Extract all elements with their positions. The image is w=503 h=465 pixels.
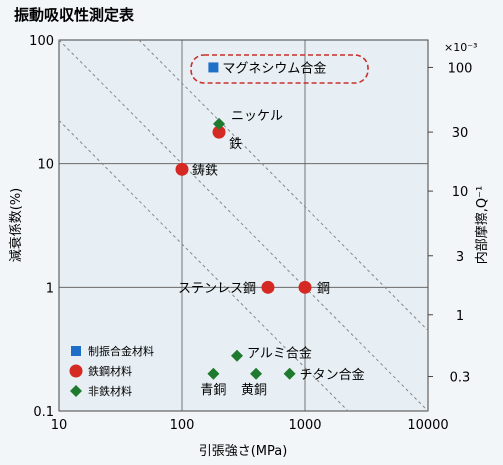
point-label: チタン合金 xyxy=(300,367,365,383)
data-point xyxy=(231,349,244,362)
y2-tick-label: 30 xyxy=(452,126,469,141)
legend-marker xyxy=(70,385,82,397)
x-tick-label: 1000 xyxy=(288,418,321,433)
point-label: 黄銅 xyxy=(241,383,267,398)
data-point xyxy=(175,162,189,176)
data-point xyxy=(283,367,296,380)
diagonal-line xyxy=(138,39,429,331)
x-tick-label: 10 xyxy=(51,418,68,433)
y-tick-label: 100 xyxy=(29,34,54,49)
x-ticks: 10 100 1000 10000 xyxy=(51,418,449,433)
chart-title: 振動吸収性測定表 xyxy=(14,6,135,24)
y2-tick-label: 1 xyxy=(456,309,464,324)
legend-marker xyxy=(71,346,81,356)
y2-unit-note: ×10⁻³ xyxy=(444,41,477,54)
y2-axis-label: 内部摩擦,Q⁻¹ xyxy=(474,186,490,264)
legend-label: 鉄鋼材料 xyxy=(88,364,132,378)
data-point xyxy=(213,117,226,130)
point-label: 鉄 xyxy=(229,137,242,152)
y2-tick-label: 3 xyxy=(456,250,464,265)
legend-marker xyxy=(69,364,83,378)
point-label: アルミ合金 xyxy=(247,346,312,362)
point-label: 鋳鉄 xyxy=(192,162,218,178)
data-point xyxy=(207,367,220,380)
point-label: 鋼 xyxy=(317,281,330,296)
point-label: マグネシウム合金 xyxy=(222,60,326,76)
highlight-box xyxy=(190,54,369,84)
plot-area xyxy=(58,39,429,412)
point-label: ニッケル xyxy=(231,109,283,124)
x-tick-label: 100 xyxy=(170,418,195,433)
x-tick-label: 10000 xyxy=(407,418,448,433)
point-label: 青銅 xyxy=(200,383,226,398)
data-point xyxy=(250,367,263,380)
diagonal-line xyxy=(58,120,349,412)
y-tick-label: 1 xyxy=(46,281,54,296)
y-tick-label: 10 xyxy=(37,158,54,173)
point-label: ステンレス鋼 xyxy=(178,281,256,296)
y-ticks: 0.1 1 10 100 xyxy=(29,34,54,420)
diagonal-lines xyxy=(58,39,429,412)
legend-label: 非鉄材料 xyxy=(88,384,132,398)
y-tick-label: 0.1 xyxy=(33,405,54,420)
y2-tick-label: 0.3 xyxy=(450,371,471,386)
y2-ticks: 100 30 10 3 1 0.3 xyxy=(428,61,473,386)
y2-tick-label: 100 xyxy=(448,61,473,76)
x-axis-label: 引張強さ(MPa) xyxy=(199,444,288,459)
data-point xyxy=(261,280,275,294)
legend-label: 制振合金材料 xyxy=(88,344,154,358)
data-point xyxy=(208,62,219,73)
grid xyxy=(59,40,428,411)
y2-tick-label: 10 xyxy=(452,185,469,200)
data-point xyxy=(298,280,312,294)
data-point xyxy=(212,125,226,139)
y-axis-label: 減衰係数(%) xyxy=(8,188,24,263)
